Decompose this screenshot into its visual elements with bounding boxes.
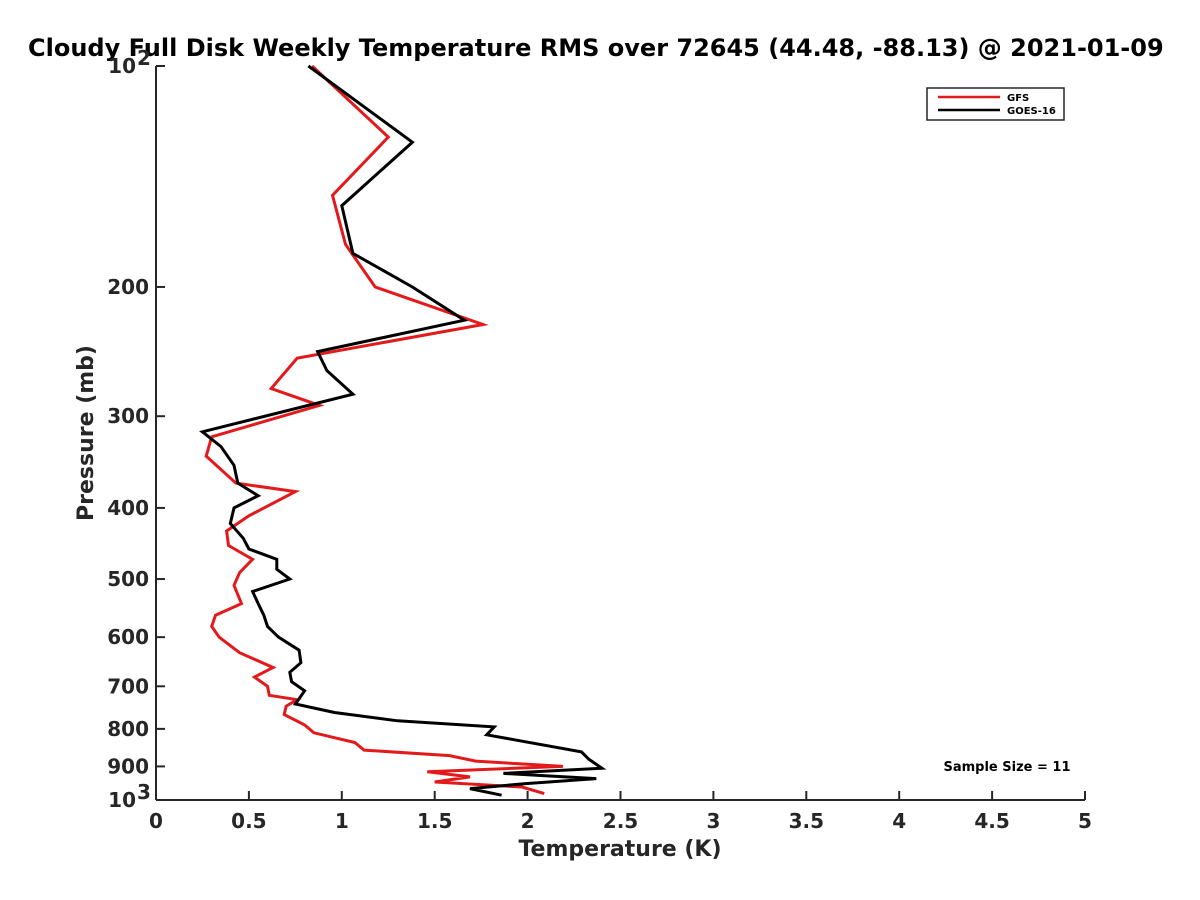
series-layer — [199, 64, 607, 797]
y-tick-label: 600 — [107, 625, 149, 649]
y-tick-label: 10 — [108, 54, 136, 78]
x-tick-label: 0.5 — [231, 809, 266, 833]
x-tick-label: 1.5 — [417, 809, 452, 833]
y-tick-exponent: 2 — [137, 46, 151, 70]
series-line-goes16 — [199, 64, 607, 797]
x-tick-label: 2.5 — [603, 809, 638, 833]
series-line-gfs — [204, 64, 563, 796]
x-tick-label: 5 — [1078, 809, 1092, 833]
sample-size-annotation: Sample Size = 11 — [943, 760, 1070, 775]
y-tick-label: 300 — [107, 404, 149, 428]
legend-label-gfs: GFS — [1007, 93, 1029, 104]
y-tick-label: 400 — [107, 496, 149, 520]
y-axis-label: Pressure (mb) — [74, 345, 99, 521]
y-tick-exponent: 3 — [137, 780, 151, 804]
x-tick-label: 3 — [706, 809, 720, 833]
y-tick-label: 900 — [107, 754, 149, 778]
legend-label-goes16: GOES-16 — [1007, 106, 1056, 117]
plot-area: 0 0.5 1 1.5 2 2.5 3 3.5 4 4.5 5 10 2200300400500600… — [107, 46, 1092, 833]
x-tick-label: 0 — [149, 809, 163, 833]
y-tick-label: 200 — [107, 275, 149, 299]
y-tick-label: 700 — [107, 674, 149, 698]
x-tick-label: 4 — [892, 809, 906, 833]
x-ticks: 0 0.5 1 1.5 2 2.5 3 3.5 4 4.5 5 — [149, 791, 1092, 833]
x-tick-label: 3.5 — [789, 809, 824, 833]
x-tick-label: 1 — [335, 809, 349, 833]
chart-title: Cloudy Full Disk Weekly Temperature RMS … — [28, 34, 1164, 62]
y-tick-label: 800 — [107, 717, 149, 741]
x-tick-label: 2 — [521, 809, 535, 833]
y-tick-label: 10 — [108, 788, 136, 812]
y-tick-label: 500 — [107, 567, 149, 591]
legend: GFS GOES-16 — [926, 87, 1065, 121]
legend-box — [926, 87, 1065, 121]
x-tick-label: 4.5 — [974, 809, 1009, 833]
x-axis-label: Temperature (K) — [518, 837, 721, 862]
